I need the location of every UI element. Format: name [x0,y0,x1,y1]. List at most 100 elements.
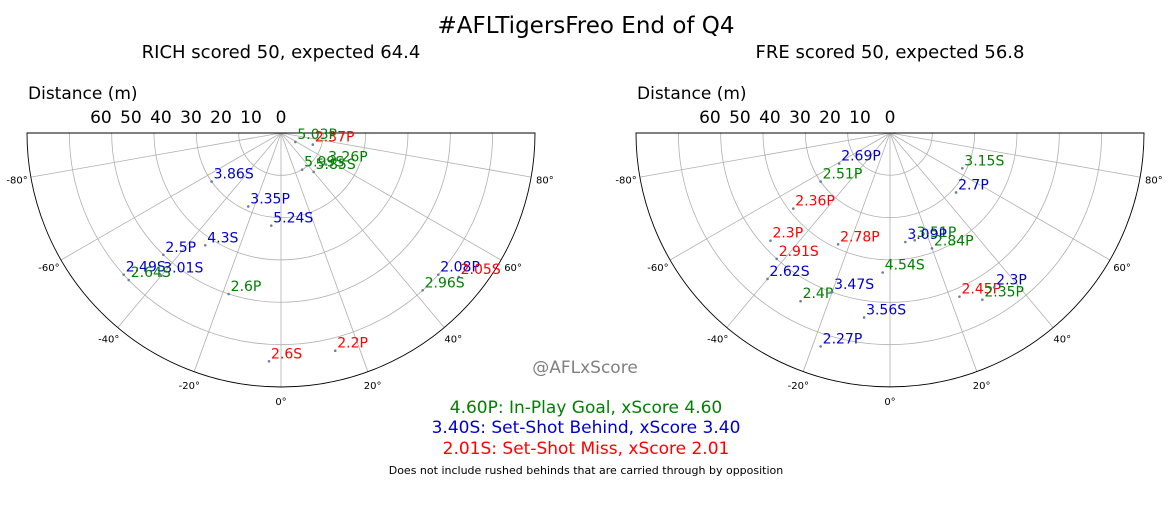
angle-gridline [60,132,282,261]
angle-tick-label: -20° [179,381,200,392]
shot-marker [958,295,961,298]
shot-marker [267,359,271,363]
angle-gridline [802,132,891,372]
shot-label: 2.64S [131,265,171,281]
fre-polar-chart: FRE scored 50, expected 56.8 Distance (m)… [615,42,1162,408]
shot-marker [312,170,315,174]
legend-set-shot-behind: 3.40S: Set-Shot Behind, xScore 3.40 [432,418,741,438]
radial-tick-label: 20 [210,108,232,128]
angle-gridline [30,132,282,178]
shot-marker [227,292,230,296]
shot-label: 3.01S [163,261,203,277]
shot-label: 2.91S [779,244,819,260]
shot-label: 2.27P [823,331,863,347]
shot-marker [960,166,964,170]
shot-label: 2.3P [996,272,1027,288]
shot-label: 3.86S [214,167,254,183]
shot-marker [203,244,207,247]
angle-tick-label: -80° [615,176,636,187]
shot-marker [775,257,778,261]
angle-tick-label: -20° [788,381,809,392]
shot-label: 2.05S [461,262,501,278]
shot-marker [122,273,126,276]
radial-axis-label: Distance (m) [637,84,747,104]
angle-gridline [889,132,978,372]
angle-gridline [280,132,502,261]
shot-label: 2.78P [840,229,880,245]
angle-tick-label: 20° [364,381,382,392]
shot-marker [862,316,866,319]
angle-gridline [639,132,891,178]
angle-gridline [193,132,282,372]
shot-marker [162,253,165,257]
shot-marker [954,191,958,194]
shot-marker [210,180,213,183]
radial-axis-label: Distance (m) [28,84,138,104]
radial-tick-label: 40 [150,108,172,128]
angle-tick-label: -80° [6,176,27,187]
shot-label: 2.3P [772,226,803,242]
shot-label: 4.54S [885,258,925,274]
angle-gridline [726,132,891,328]
radial-tick-label: 20 [819,108,841,128]
angle-tick-label: 0° [275,397,286,408]
radial-tick-label: 0 [885,108,896,128]
radial-tick-label: 0 [276,108,287,128]
shot-label: 4.3S [207,230,238,246]
radial-tick-label: 30 [180,108,202,128]
radial-tick-label: 40 [759,108,781,128]
angle-gridline [669,132,891,261]
shot-label: 3.56S [866,302,906,318]
radial-tick-label: 60 [90,108,112,128]
watermark: @AFLxScore [532,358,638,378]
angle-tick-label: 60° [504,263,522,274]
angle-tick-label: 60° [1113,263,1131,274]
subplot-title: FRE scored 50, expected 56.8 [756,42,1025,63]
shot-label: 2.62S [770,264,810,280]
radial-tick-label: 30 [789,108,811,128]
shot-label: 5.03P [297,127,337,143]
shot-marker [436,273,440,276]
shot-marker [981,298,984,301]
shot-marker [294,140,297,144]
rich-polar-chart: RICH scored 50, expected 64.4 Distance (m… [6,42,553,408]
shot-label: 2.7P [958,177,989,193]
angle-tick-label: 0° [884,397,895,408]
shot-marker [913,238,917,242]
shot-marker [269,224,273,227]
shot-marker [791,207,795,210]
polar-frame [635,132,1145,388]
angle-tick-label: 40° [1053,334,1071,345]
angle-tick-label: 80° [1145,176,1163,187]
shot-label: 2.6P [231,279,262,295]
angle-gridline [889,132,1111,261]
shot-marker [300,168,304,171]
shot-marker [819,345,822,348]
shot-label: 2.37P [315,130,355,146]
shot-label: 2.96S [425,275,465,291]
shot-label: 2.4P [803,286,834,302]
shot-label: 5.99S [304,155,344,171]
shot-label: 3.35P [250,191,290,207]
shot-label: 2.35P [984,285,1024,301]
shot-label: 2.5P [165,240,196,256]
shot-marker [769,239,772,242]
shot-label: 2.2P [337,336,368,352]
angle-gridline [280,132,445,328]
shot-marker [311,143,315,146]
shot-marker [766,277,769,281]
shot-marker [881,271,884,274]
shot-label: 2.6S [271,346,302,362]
angle-tick-label: -60° [647,263,668,274]
shot-label: 3.51P [917,225,957,241]
shot-label: 2.84P [934,233,974,249]
shot-label: 2.69P [841,149,881,165]
angle-tick-label: -40° [707,334,728,345]
radial-tick-label: 10 [240,108,262,128]
shot-label: 2.51P [823,167,863,183]
shot-label: 2.08P [440,260,480,276]
subplot-title: RICH scored 50, expected 64.4 [142,42,421,63]
shot-marker [246,205,250,208]
angle-gridline [117,132,282,328]
